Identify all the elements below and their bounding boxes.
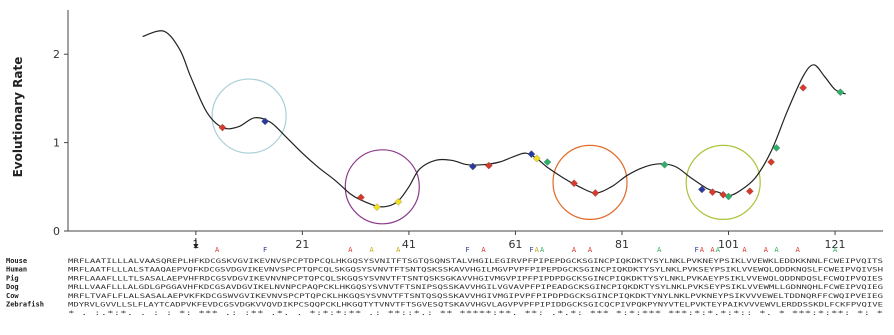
site-marker	[570, 179, 578, 188]
site-marker	[532, 154, 541, 163]
x-tick-label: 81	[615, 238, 629, 251]
site-marker	[543, 158, 552, 166]
site-marker	[469, 162, 477, 171]
site-mark-letter: A	[700, 246, 705, 254]
conservation-row: * . :.*:*. . : : *: *** .: :** .*. . *:*…	[68, 310, 884, 317]
highlight-circle-2	[344, 149, 420, 225]
site-marker	[485, 161, 493, 170]
y-tick-label: 2	[53, 48, 60, 61]
y-axis-title: Evolutionary Rate	[11, 57, 25, 178]
site-mark-letter: A	[833, 246, 838, 254]
highlight-circle-3	[552, 144, 628, 220]
site-mark-letter: F	[263, 246, 267, 254]
site-marker	[660, 160, 669, 169]
axes: 012121416181101121	[53, 10, 883, 251]
site-marker	[698, 185, 706, 194]
site-mark-letter: F	[694, 246, 698, 254]
x-tick-label: 61	[508, 238, 522, 251]
site-marker	[836, 88, 845, 97]
species-label: Human	[6, 266, 27, 274]
y-tick-label: 0	[53, 225, 60, 238]
site-mark-letter: A	[716, 246, 721, 254]
site-mark-letter: A	[540, 246, 545, 254]
site-mark-letter: A	[215, 246, 220, 254]
highlight-circle-4	[685, 144, 761, 220]
site-mark-letter: A	[348, 246, 353, 254]
site-marker	[799, 83, 807, 92]
site-marker	[724, 192, 733, 201]
sequence-row: MDYRVLGVVLLSLFLAYTCADPVKFEVDCGSVDGKVVQVD…	[68, 302, 883, 309]
species-label: Dog	[6, 283, 19, 291]
site-mark-letter: A	[535, 246, 540, 254]
site-mark-letter: A	[657, 246, 662, 254]
site-mark-letter: F	[529, 246, 533, 254]
site-marker	[394, 198, 403, 206]
site-marker	[527, 150, 536, 158]
site-mark-letter: A	[764, 246, 769, 254]
sequence-row: MRLLVAAFLLLALGDLGPGGAVHFKDCGSAVDGVIKELNV…	[68, 284, 883, 291]
x-tick-label: 101	[718, 238, 739, 251]
x-tick-label: 41	[402, 238, 416, 251]
site-marker	[591, 189, 600, 197]
position-arrow-head	[193, 244, 199, 249]
site-marker	[772, 144, 781, 152]
highlight-circles	[211, 78, 761, 225]
rate-line	[142, 30, 846, 208]
site-marker	[708, 188, 717, 196]
site-marker	[261, 117, 269, 126]
site-mark-letter: A	[572, 246, 577, 254]
sequence-row: MRFLAAAFLLLTLSASALAEPVHFRDCGSVDGVIKEVNVN…	[68, 275, 883, 282]
site-mark-letter: A	[481, 246, 486, 254]
site-mark-letter: A	[370, 246, 375, 254]
site-mark-letter: F	[465, 246, 469, 254]
site-marker	[357, 193, 365, 202]
species-label: Cow	[6, 292, 19, 300]
y-tick-label: 1	[53, 137, 60, 150]
rate-curve	[142, 30, 846, 208]
x-tick-label: 121	[825, 238, 846, 251]
site-mark-letter: A	[710, 246, 715, 254]
highlight-circle-1	[211, 78, 287, 154]
site-mark-letter: A	[742, 246, 747, 254]
site-marker	[746, 187, 754, 196]
species-label: Pig	[6, 274, 19, 282]
site-marker	[373, 203, 381, 211]
site-marker	[767, 158, 775, 166]
sequence-row: MRFLAATILLLALVAASQREPLHFKDCGSKVGVIKEVNVS…	[68, 258, 883, 265]
site-marker	[218, 123, 227, 132]
species-label: Mouse	[6, 257, 27, 265]
sequence-row: MRFLAATFLLLALSTAAQAEPVQFKDCGSVDGVIKEVNVS…	[68, 267, 883, 274]
site-mark-letter: A	[396, 246, 401, 254]
site-mark-letter: A	[588, 246, 593, 254]
site-markers	[218, 83, 845, 211]
sequence-row: MRFLTVAFLFLALSASALAEPVKFKDCGSWVGVIKEVNVS…	[68, 293, 883, 300]
site-mark-letter: A	[774, 246, 779, 254]
x-tick-label: 21	[295, 238, 309, 251]
species-label: Zebrafish	[6, 301, 44, 309]
site-mark-letter: A	[796, 246, 801, 254]
